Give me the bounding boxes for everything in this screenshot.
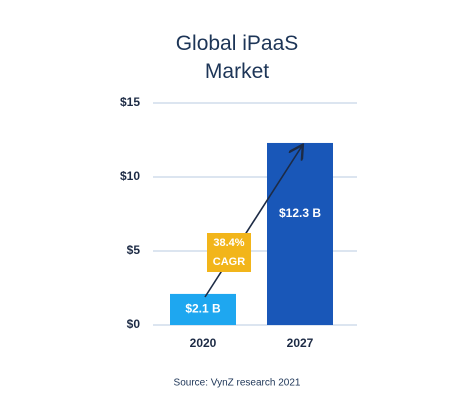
y-tick-label: $15 — [120, 95, 140, 109]
x-tick-label: 2020 — [190, 336, 217, 350]
value-label: $12.3 B — [279, 206, 321, 220]
source: Source: VynZ research 2021 — [174, 378, 301, 389]
annotation-text: 38.4% — [213, 237, 244, 249]
bar — [170, 293, 236, 325]
chart-title: Global iPaaS Market — [175, 32, 299, 83]
y-tick-label: $5 — [127, 243, 141, 257]
bar — [267, 142, 333, 325]
annotation-box — [207, 233, 251, 272]
annotation-text: CAGR — [213, 256, 245, 268]
y-tick-label: $0 — [127, 317, 141, 331]
value-label: $2.1 B — [185, 302, 221, 316]
y-tick-label: $10 — [120, 169, 140, 183]
x-tick-label: 2027 — [287, 336, 314, 350]
